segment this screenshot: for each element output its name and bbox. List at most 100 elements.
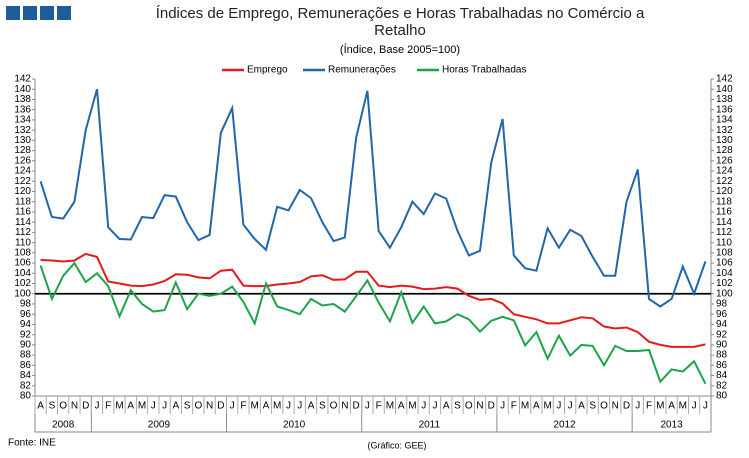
- x-tick-label: O: [194, 401, 202, 412]
- logo-block: [40, 6, 54, 20]
- x-tick-label: A: [443, 401, 450, 412]
- y-tick-label: 114: [15, 217, 31, 228]
- x-tick-label: A: [263, 401, 270, 412]
- x-tick-label: N: [71, 401, 78, 412]
- y-tick-label: 130: [14, 135, 31, 146]
- x-tick-label: M: [408, 401, 416, 412]
- year-label: 2010: [283, 420, 306, 431]
- x-tick-label: O: [600, 401, 608, 412]
- x-tick-label: J: [635, 401, 640, 412]
- year-label: 2009: [148, 420, 171, 431]
- x-tick-label: A: [533, 401, 540, 412]
- y-tick-label: 120: [14, 186, 31, 197]
- year-label: 2011: [419, 420, 441, 431]
- y2-tick-label: 120: [716, 186, 733, 197]
- x-tick-label: J: [556, 401, 561, 412]
- x-tick-label: J: [692, 401, 697, 412]
- y-tick-label: 104: [14, 268, 31, 279]
- x-tick-label: F: [511, 401, 517, 412]
- x-tick-label: O: [59, 401, 67, 412]
- x-tick-label: A: [172, 401, 179, 412]
- y-tick-label: 86: [20, 360, 32, 371]
- y2-tick-label: 86: [716, 360, 728, 371]
- x-tick-label: N: [612, 401, 619, 412]
- year-label: 2012: [553, 420, 576, 431]
- y-tick-label: 88: [20, 350, 32, 361]
- x-tick-label: F: [376, 401, 382, 412]
- y2-tick-label: 102: [716, 278, 733, 289]
- y-tick-label: 110: [15, 237, 31, 248]
- x-tick-label: M: [543, 401, 551, 412]
- y2-tick-label: 130: [716, 135, 733, 146]
- y-tick-label: 124: [14, 166, 31, 177]
- logo-block: [23, 6, 37, 20]
- x-tick-label: A: [37, 401, 44, 412]
- x-tick-label: J: [500, 401, 505, 412]
- y2-tick-label: 96: [716, 309, 728, 320]
- y2-tick-label: 136: [716, 104, 733, 115]
- y-tick-label: 126: [14, 155, 31, 166]
- x-tick-label: S: [184, 401, 191, 412]
- y2-tick-label: 100: [716, 288, 733, 299]
- x-tick-label: A: [668, 401, 675, 412]
- y2-tick-label: 124: [716, 166, 733, 177]
- x-tick-label: N: [476, 401, 483, 412]
- x-tick-label: M: [115, 401, 123, 412]
- y-tick-label: 84: [20, 370, 32, 381]
- legend-label: Remunerações: [328, 65, 396, 76]
- series-line: [40, 252, 706, 348]
- y-tick-label: 116: [15, 207, 31, 218]
- y-tick-label: 92: [20, 329, 32, 340]
- x-tick-label: D: [488, 401, 495, 412]
- y2-tick-label: 128: [716, 145, 733, 156]
- y2-tick-label: 88: [716, 350, 728, 361]
- x-tick-label: J: [94, 401, 99, 412]
- x-tick-label: J: [286, 401, 291, 412]
- source: Fonte: INE: [8, 438, 56, 449]
- x-tick-label: S: [454, 401, 461, 412]
- y2-tick-label: 80: [716, 391, 728, 402]
- year-label: 2008: [52, 420, 75, 431]
- x-tick-label: F: [105, 401, 111, 412]
- x-tick-label: D: [82, 401, 89, 412]
- logo-block: [57, 6, 71, 20]
- y-tick-label: 100: [14, 288, 31, 299]
- y2-tick-label: 82: [716, 380, 728, 391]
- y-tick-label: 108: [14, 247, 31, 258]
- y-tick-label: 106: [14, 258, 31, 269]
- legend-label: Emprego: [247, 65, 288, 76]
- x-tick-label: J: [297, 401, 302, 412]
- x-tick-label: S: [589, 401, 596, 412]
- x-tick-label: J: [703, 401, 708, 412]
- x-tick-label: O: [465, 401, 473, 412]
- y-tick-label: 96: [20, 309, 32, 320]
- y-tick-label: 94: [20, 319, 32, 330]
- x-tick-label: S: [49, 401, 56, 412]
- y2-tick-label: 92: [716, 329, 728, 340]
- y2-tick-label: 134: [716, 115, 733, 126]
- x-tick-label: O: [330, 401, 338, 412]
- y-tick-label: 82: [20, 380, 32, 391]
- x-tick-label: N: [206, 401, 213, 412]
- x-tick-label: J: [365, 401, 370, 412]
- x-tick-label: M: [656, 401, 664, 412]
- y-tick-label: 142: [14, 74, 31, 85]
- x-tick-label: J: [568, 401, 573, 412]
- x-tick-label: D: [217, 401, 224, 412]
- credit: (Gráfico: GEE): [367, 440, 426, 450]
- x-tick-label: M: [138, 401, 146, 412]
- y2-tick-label: 140: [716, 84, 733, 95]
- x-tick-label: J: [230, 401, 235, 412]
- y-tick-label: 134: [14, 115, 31, 126]
- x-tick-label: A: [308, 401, 315, 412]
- y-tick-label: 90: [20, 340, 32, 351]
- y2-tick-label: 104: [716, 268, 733, 279]
- y-tick-label: 128: [14, 145, 31, 156]
- y2-tick-label: 94: [716, 319, 728, 330]
- x-tick-label: F: [240, 401, 246, 412]
- y2-tick-label: 118: [716, 196, 732, 207]
- y-tick-label: 80: [20, 391, 32, 402]
- series-line: [39, 88, 707, 308]
- x-tick-label: J: [432, 401, 437, 412]
- year-label: 2013: [660, 420, 683, 431]
